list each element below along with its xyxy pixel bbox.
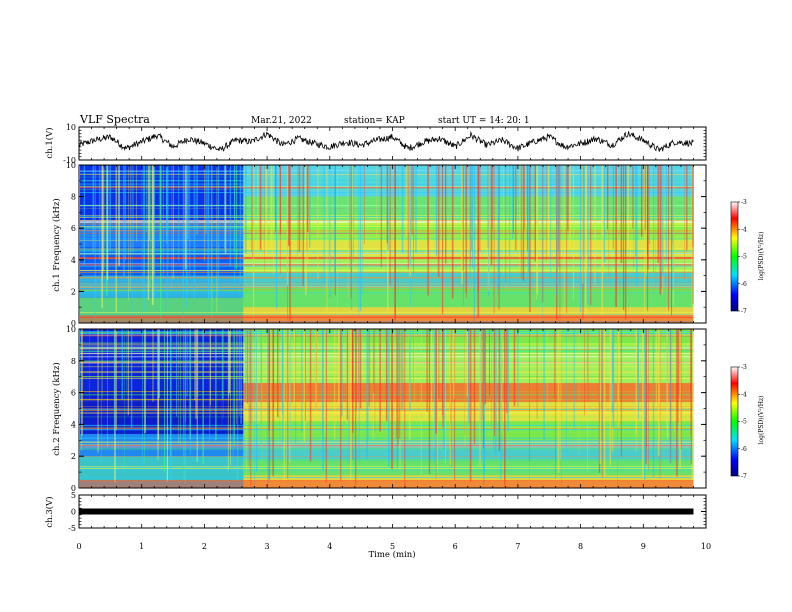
ch1-spectrogram-panel: 0 2 4 6 8 10 bbox=[66, 161, 707, 328]
ch2-spectrogram-image bbox=[80, 329, 706, 488]
ch2-spectrogram-panel: 0 2 4 6 8 10 bbox=[66, 325, 707, 493]
ch2-spectrogram-ytick-label: 6 bbox=[71, 389, 76, 398]
ch2-colorbar-bar bbox=[730, 366, 739, 477]
x-tick-label: 5 bbox=[390, 542, 395, 551]
ch2-colorbar-tick-label: -7 bbox=[741, 473, 747, 480]
x-tick-label: 6 bbox=[453, 542, 458, 551]
x-tick-label: 0 bbox=[76, 542, 81, 551]
x-tick-label: 8 bbox=[578, 542, 583, 551]
ch1-colorbar-bar bbox=[730, 201, 739, 312]
ch2-spectrogram-ytick-label: 2 bbox=[71, 452, 76, 461]
ch1-spectrogram-image bbox=[80, 165, 706, 323]
ch1-colorbar-tick-label: -6 bbox=[741, 281, 747, 288]
ch2-colorbar: -3 -4 -5 -6 -7 bbox=[730, 364, 747, 480]
ch1-waveform-panel: 10 -10 bbox=[63, 123, 707, 165]
ch2-colorbar-tick-label: -6 bbox=[741, 446, 747, 453]
ch2-colorbar-label: log(PSD)(V²/Hz) bbox=[758, 396, 765, 445]
ch1-colorbar-label: log(PSD)(V²/Hz) bbox=[758, 232, 765, 281]
ch2-colorbar-tick-label: -5 bbox=[741, 419, 747, 426]
x-tick-label: 2 bbox=[202, 542, 207, 551]
ch1-colorbar-tick-label: -7 bbox=[741, 308, 747, 315]
start-time-label: start UT = 14: 20: 1 bbox=[438, 116, 530, 126]
x-tick-label: 9 bbox=[641, 542, 646, 551]
x-tick-label: 3 bbox=[265, 542, 270, 551]
ch3-waveform-ytick-label: 0 bbox=[71, 508, 76, 517]
ch2-spectrogram-ytick-label: 0 bbox=[71, 484, 76, 493]
ch1-spectrogram-ytick-label: 2 bbox=[71, 287, 76, 296]
ch1-spectrogram-ytick-label: 6 bbox=[71, 224, 76, 233]
ch2-spectrogram-ytick-label: 10 bbox=[66, 325, 76, 334]
ch1-spectrogram-ytick-label: 4 bbox=[71, 256, 76, 265]
ch1-colorbar-tick-label: -4 bbox=[741, 226, 747, 233]
ch1-frequency-label: ch.1 Frequency (kHz) bbox=[51, 198, 62, 291]
ch1-waveform-ytick-label: 10 bbox=[66, 123, 76, 132]
ch3-waveform-panel: 5 0 -5 bbox=[68, 491, 707, 533]
date-label: Mar.21, 2022 bbox=[251, 116, 312, 126]
ch1-voltage-label: ch.1(V) bbox=[44, 127, 55, 158]
station-label: station= KAP bbox=[344, 116, 405, 126]
figure-title: VLF Spectra bbox=[79, 113, 150, 126]
ch1-colorbar: -3 -4 -5 -6 -7 bbox=[730, 199, 747, 315]
ch1-spectrogram-ytick-label: 8 bbox=[71, 193, 76, 202]
x-axis-label: Time (min) bbox=[368, 549, 415, 560]
ch2-spectrogram-ytick-label: 8 bbox=[71, 357, 76, 366]
ch2-spectrogram-ytick-label: 4 bbox=[71, 420, 76, 429]
x-tick-label: 4 bbox=[327, 542, 332, 551]
ch3-waveform-ytick-label: 5 bbox=[71, 491, 76, 500]
ch1-waveform-line bbox=[78, 130, 694, 152]
ch2-colorbar-tick-label: -4 bbox=[741, 391, 747, 398]
x-tick-label: 1 bbox=[139, 542, 144, 551]
time-axis: 0 1 2 3 4 5 6 7 8 9 10 bbox=[76, 542, 711, 551]
ch3-waveform-ytick-label: -5 bbox=[68, 524, 76, 533]
ch3-voltage-label: ch.3(V) bbox=[44, 496, 55, 527]
ch2-colorbar-tick-label: -3 bbox=[741, 364, 747, 371]
ch1-waveform-frame bbox=[78, 126, 707, 161]
ch3-waveform-line bbox=[79, 508, 694, 515]
x-tick-label: 7 bbox=[515, 542, 520, 551]
ch1-colorbar-tick-label: -5 bbox=[741, 254, 747, 261]
ch2-frequency-label: ch.2 Frequency (kHz) bbox=[51, 362, 62, 455]
ch1-waveform-ytick-label: -10 bbox=[63, 156, 76, 165]
x-tick-label: 10 bbox=[701, 542, 711, 551]
ch1-spectrogram-ytick-label: 10 bbox=[66, 161, 76, 170]
ch1-colorbar-tick-label: -3 bbox=[741, 199, 747, 206]
ch1-spectrogram-ytick-label: 0 bbox=[71, 319, 76, 328]
